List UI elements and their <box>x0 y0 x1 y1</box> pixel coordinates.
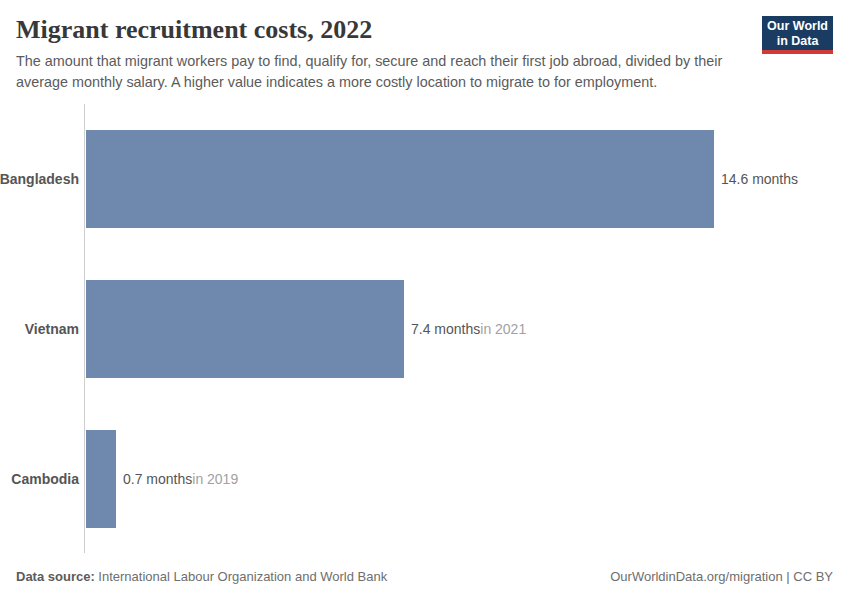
data-source-text: International Labour Organization and Wo… <box>95 569 387 584</box>
bar[interactable] <box>86 430 116 528</box>
data-source: Data source: International Labour Organi… <box>16 569 387 584</box>
chart-title: Migrant recruitment costs, 2022 <box>16 15 372 45</box>
time-note: in 2021 <box>480 321 526 337</box>
bar[interactable] <box>86 130 714 228</box>
value-label: 0.7 monthsin 2019 <box>123 404 238 554</box>
value-label: 14.6 months <box>721 104 798 254</box>
subtitle-line-2: average monthly salary. A higher value i… <box>16 72 722 93</box>
entity-label: Bangladesh <box>0 104 79 254</box>
entity-label: Cambodia <box>0 404 79 554</box>
owid-logo-line-2: in Data <box>767 34 828 49</box>
y-axis-line <box>84 104 85 553</box>
value-text: 0.7 months <box>123 471 192 487</box>
subtitle-line-1: The amount that migrant workers pay to f… <box>16 51 722 72</box>
credit-link[interactable]: OurWorldinData.org/migration | CC BY <box>610 569 833 584</box>
owid-logo[interactable]: Our World in Data <box>762 16 833 54</box>
chart-footer: Data source: International Labour Organi… <box>16 569 833 584</box>
data-source-label: Data source: <box>16 569 95 584</box>
time-note: in 2019 <box>192 471 238 487</box>
value-label: 7.4 monthsin 2021 <box>411 254 526 404</box>
entity-label: Vietnam <box>0 254 79 404</box>
value-text: 14.6 months <box>721 171 798 187</box>
chart-subtitle: The amount that migrant workers pay to f… <box>16 51 722 93</box>
owid-logo-line-1: Our World <box>767 19 828 34</box>
bar[interactable] <box>86 280 404 378</box>
plot-area: Bangladesh14.6 monthsVietnam7.4 monthsin… <box>0 104 850 554</box>
value-text: 7.4 months <box>411 321 480 337</box>
